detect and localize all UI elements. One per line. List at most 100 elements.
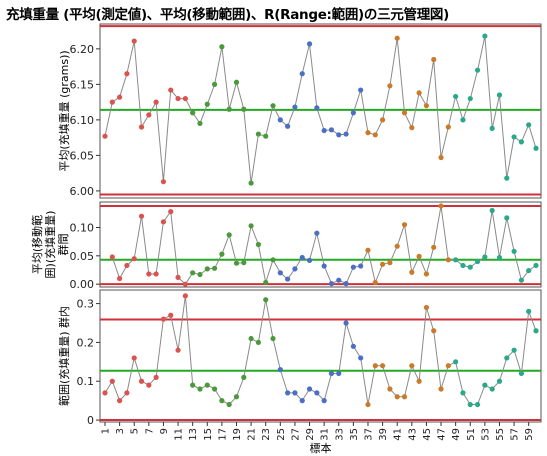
data-point xyxy=(219,398,225,404)
x-tick-label: 15 xyxy=(203,428,214,441)
data-point xyxy=(423,103,430,109)
data-point xyxy=(489,207,495,214)
data-point xyxy=(321,263,327,269)
data-point xyxy=(219,44,225,50)
data-point xyxy=(299,254,305,261)
data-point xyxy=(117,94,123,100)
data-point xyxy=(365,130,371,136)
data-point xyxy=(328,127,335,133)
data-point xyxy=(131,38,137,44)
data-point xyxy=(328,370,335,377)
data-point xyxy=(489,125,495,131)
data-point xyxy=(431,56,437,63)
data-point xyxy=(168,312,174,318)
data-point xyxy=(277,366,283,373)
data-point xyxy=(518,277,524,283)
data-point xyxy=(153,99,159,105)
y-tick-label: 0 xyxy=(87,414,94,427)
data-point xyxy=(248,180,254,186)
data-point xyxy=(146,382,152,388)
y-tick-label: 6.10 xyxy=(70,114,95,127)
data-point xyxy=(175,95,181,102)
data-point xyxy=(394,35,400,41)
data-point xyxy=(306,386,313,392)
data-point xyxy=(292,266,298,272)
data-point xyxy=(190,270,196,276)
data-point xyxy=(285,123,291,129)
data-point xyxy=(379,261,386,267)
data-point xyxy=(489,386,495,392)
data-point xyxy=(182,281,188,287)
data-point xyxy=(270,335,276,342)
y-tick-label: 0.00 xyxy=(70,278,95,291)
data-point xyxy=(160,219,167,225)
data-point xyxy=(431,244,437,250)
data-point xyxy=(197,120,203,127)
data-point xyxy=(453,257,459,263)
y-tick-label: 0.10 xyxy=(70,222,95,235)
data-point xyxy=(277,270,283,276)
data-point xyxy=(460,262,466,269)
x-tick-label: 23 xyxy=(261,428,272,441)
data-point xyxy=(241,260,247,266)
x-tick-label: 29 xyxy=(305,428,316,441)
data-point xyxy=(365,401,371,408)
data-point xyxy=(496,92,503,98)
data-point xyxy=(138,213,145,219)
data-point xyxy=(321,398,327,404)
data-point xyxy=(496,254,503,261)
data-point xyxy=(533,328,539,334)
data-point xyxy=(292,390,298,396)
data-point xyxy=(409,269,415,275)
data-point xyxy=(511,134,517,140)
data-point xyxy=(124,262,130,269)
data-point xyxy=(453,359,459,365)
data-point xyxy=(299,71,305,77)
data-point xyxy=(416,253,422,259)
data-point xyxy=(102,133,108,139)
data-point xyxy=(204,382,210,388)
x-tick-label: 25 xyxy=(276,428,287,441)
data-point xyxy=(343,320,349,326)
data-point xyxy=(504,215,510,221)
data-point xyxy=(460,390,466,396)
data-point xyxy=(197,386,203,392)
x-tick-label: 35 xyxy=(349,428,360,441)
y-tick-label: 0.05 xyxy=(70,250,95,263)
y-tick-label: 0.3 xyxy=(77,298,95,311)
data-point xyxy=(358,263,364,269)
data-point xyxy=(474,258,481,265)
data-point xyxy=(504,355,510,361)
data-point xyxy=(226,232,232,238)
data-point xyxy=(350,343,356,349)
data-point xyxy=(226,106,232,112)
data-point xyxy=(394,243,400,249)
data-point xyxy=(482,33,488,39)
x-tick-label: 41 xyxy=(393,428,404,441)
x-tick-label: 27 xyxy=(290,428,301,441)
data-point xyxy=(204,266,210,272)
data-point xyxy=(387,386,393,392)
data-point xyxy=(445,257,451,263)
data-point xyxy=(467,264,473,270)
data-point xyxy=(416,378,422,384)
data-point xyxy=(416,90,422,96)
data-point xyxy=(387,83,393,89)
data-point xyxy=(109,378,115,384)
x-tick-label: 43 xyxy=(407,428,418,441)
data-point xyxy=(255,241,262,248)
data-point xyxy=(423,304,430,311)
data-point xyxy=(350,110,356,116)
data-point xyxy=(511,248,517,254)
data-point xyxy=(387,260,393,266)
data-point xyxy=(467,401,473,408)
data-point xyxy=(175,347,181,353)
data-point xyxy=(445,124,451,130)
data-point xyxy=(533,145,539,151)
x-tick-label: 9 xyxy=(159,428,170,434)
data-point xyxy=(438,386,444,392)
data-point xyxy=(226,401,232,408)
y-axis-label-line: 平均(充填重量 (grams)) xyxy=(57,50,71,171)
data-point xyxy=(219,251,225,257)
